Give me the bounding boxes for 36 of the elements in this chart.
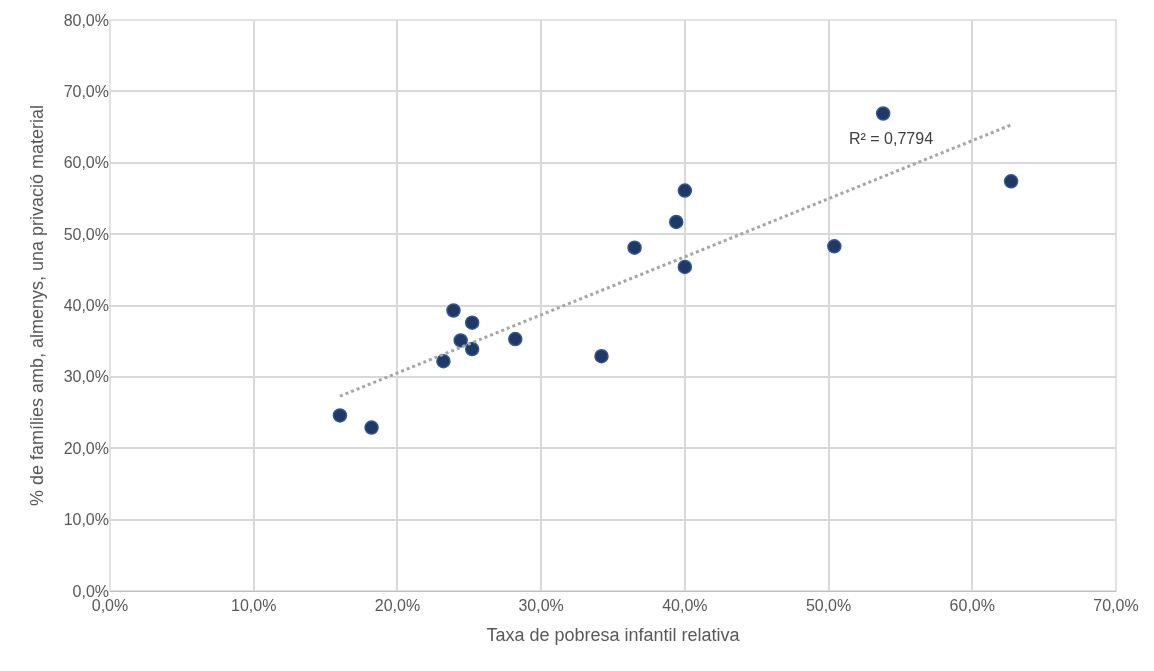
x-tick-label: 60,0%	[949, 597, 995, 615]
x-tick-label: 30,0%	[518, 597, 564, 615]
point	[436, 353, 451, 369]
point	[464, 315, 480, 330]
point	[677, 259, 693, 275]
point	[668, 214, 684, 230]
point	[1003, 174, 1019, 189]
x-axis-title: Taxa de pobresa infantil relativa	[486, 625, 741, 646]
x-tick-label: 40,0%	[662, 597, 708, 615]
x-tick-label: 20,0%	[374, 597, 421, 615]
point	[827, 239, 842, 254]
point	[627, 240, 642, 255]
point	[446, 303, 461, 318]
x-tick-label: 70,0%	[1093, 597, 1139, 615]
y-tick-label: 10,0%	[63, 511, 109, 529]
y-tick-label: 80,0%	[63, 11, 109, 29]
y-tick-label: 40,0%	[63, 297, 109, 315]
y-tick-label: 0,0%	[72, 582, 109, 600]
y-tick-label: 20,0%	[63, 439, 109, 457]
point	[364, 420, 379, 435]
point	[508, 331, 523, 347]
x-tick-label: 10,0%	[231, 597, 277, 615]
point	[875, 106, 891, 121]
y-tick-label: 60,0%	[63, 154, 109, 172]
y-tick-label: 70,0%	[63, 82, 109, 100]
point	[332, 408, 348, 423]
y-axis-title: % de famílies amb, almenys, una privació material	[26, 104, 47, 507]
point	[594, 348, 609, 364]
x-tick-label: 50,0%	[805, 597, 852, 615]
point	[453, 333, 468, 348]
annotation: R² = 0,7794	[849, 130, 934, 147]
point	[464, 341, 480, 357]
x-tick-label: 0,0%	[91, 597, 129, 615]
point	[677, 183, 693, 198]
y-tick-label: 30,0%	[63, 368, 109, 386]
y-tick-label: 50,0%	[63, 225, 109, 243]
